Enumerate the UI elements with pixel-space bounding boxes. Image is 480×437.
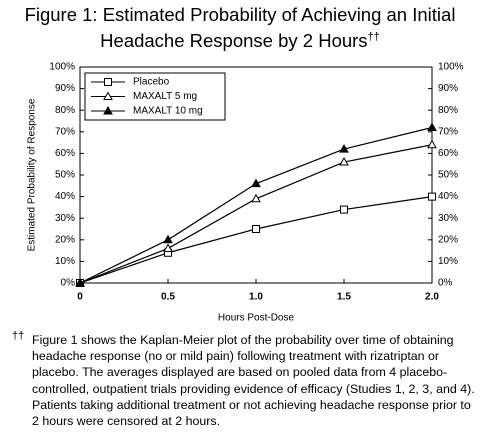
y-tick-label: 50% [55,170,75,181]
y-tick-label: 30% [55,213,75,224]
point [339,157,349,166]
y-tick-label: 60% [55,148,75,159]
x-tick-label: 0.5 [161,292,175,303]
point [251,178,261,188]
y2-tick-label: 100% [438,62,464,73]
legend-label: MAXALT 10 mg [133,106,203,117]
point [428,192,436,201]
chart-title: Figure 1: Estimated Probability of Achie… [10,4,470,52]
y-tick-label: 90% [55,83,75,94]
footnote-text: Figure 1 shows the Kaplan-Meier plot of … [32,333,475,429]
series-line [79,126,433,284]
y2-tick-label: 30% [438,213,458,224]
point [339,144,349,153]
y2-tick-label: 40% [438,191,458,202]
y2-tick-label: 90% [438,83,458,94]
x-tick-label: 1.0 [249,292,263,303]
point [340,205,348,214]
y2-tick-label: 20% [438,234,458,245]
y2-tick-label: 70% [438,126,458,137]
y2-tick-label: 10% [438,256,458,267]
point [427,122,437,131]
y-tick-label: 40% [55,191,75,202]
point [163,234,173,244]
y-tick-label: 70% [55,126,75,137]
y2-tick-label: 50% [438,170,458,181]
x-tick-label: 0 [77,292,83,303]
title-mark: †† [367,31,380,43]
y-tick-label: 80% [55,105,75,116]
y-tick-label: 0% [61,278,76,289]
y2-tick-label: 60% [438,148,458,159]
footnote-mark: †† [12,330,25,342]
y-tick-label: 100% [49,62,75,73]
chart: 0% 10% 20% 30% 40% 50% 60% 70% 80% 90% 100% 0% 10% 20… [27,62,464,324]
y-tick-label: 10% [55,256,75,267]
y2-tick-label: 80% [438,105,458,116]
point [163,243,173,252]
x-axis-label: Hours Post-Dose [218,313,295,324]
point [252,225,260,233]
x-tick-label: 2.0 [425,292,439,303]
legend-label: Placebo [133,77,170,88]
legend-label: MAXALT 5 mg [133,91,197,102]
y-axis-label: Estimated Probability of Response [27,98,38,251]
series-line [79,144,433,284]
legend-marker [104,78,112,86]
legend-marker [103,91,113,100]
legend-marker [103,105,113,115]
title-text: Figure 1: Estimated Probability of Achie… [24,4,456,52]
y-tick-label: 20% [55,234,75,245]
y2-tick-label: 0% [438,278,453,289]
point [251,193,261,203]
point [427,139,437,149]
x-tick-label: 1.5 [337,292,351,303]
footnote: †† Figure 1 shows the Kaplan-Meier plot o… [12,330,476,429]
series-line [79,196,433,284]
point [75,277,85,287]
